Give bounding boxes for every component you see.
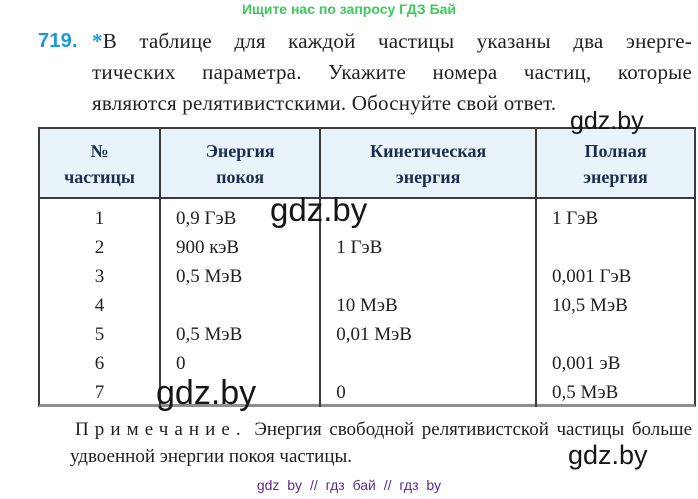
cell-num-6: 6: [94, 353, 105, 374]
column-kinetic-energy: 1 ГэВ 10 МэВ 0,01 МэВ 0: [319, 199, 535, 407]
cell-rest-1: 0,9 ГэВ: [176, 208, 237, 229]
note-paragraph: Примечание. Энергия свободной релятивист…: [70, 416, 692, 470]
cell-rest-2: 900 кэВ: [176, 237, 240, 258]
cell-num-4: 4: [94, 295, 105, 316]
column-full-energy: 1 ГэВ 0,001 ГэВ 10,5 МэВ 0,001 эВ 0,5 Мэ…: [535, 199, 694, 407]
column-rest-energy: 0,9 ГэВ 900 кэВ 0,5 МэВ 0,5 МэВ 0: [159, 199, 319, 407]
header-line: №: [90, 141, 109, 161]
header-line: покоя: [216, 167, 265, 187]
asterisk-mark: *: [92, 29, 103, 53]
cell-full-3: 0,001 ГэВ: [552, 266, 632, 287]
table-header-row: № частицы Энергия покоя Кинетическая эне…: [40, 129, 694, 199]
column-header-kinetic-energy: Кинетическая энергия: [319, 129, 535, 197]
note-text: Энергия свободной релятивистской частицы…: [70, 419, 692, 467]
cell-full-6: 0,001 эВ: [552, 353, 621, 374]
problem-line-1: *В таблице для каждой частицы указаны дв…: [92, 26, 692, 57]
problem-block: 719. *В таблице для каждой частицы указа…: [38, 26, 692, 119]
header-line: Энергия: [205, 141, 275, 161]
cell-kinetic-7: 0: [336, 382, 346, 403]
problem-number: 719.: [38, 30, 78, 52]
watermark-gdz-table-bottom-left: gdz.by: [156, 374, 257, 412]
cell-full-5: [537, 320, 694, 349]
cell-num-3: 3: [94, 266, 105, 287]
particles-table: № частицы Энергия покоя Кинетическая эне…: [38, 127, 696, 407]
cell-rest-6: 0: [176, 353, 186, 374]
problem-line-1-text: В таблице для каждой частицы указаны два…: [102, 29, 692, 53]
problem-text: *В таблице для каждой частицы указаны дв…: [92, 26, 692, 119]
header-line: Полная: [584, 141, 647, 161]
watermark-gdz-note-right: gdz.by: [568, 440, 648, 470]
cell-kinetic-3: [321, 262, 535, 291]
cell-full-7: 0,5 МэВ: [552, 382, 619, 403]
column-header-rest-energy: Энергия покоя: [159, 129, 319, 197]
table-body: 1 2 3 4 5 6 7 0,9 ГэВ 900 кэВ 0,5 МэВ 0,…: [40, 199, 694, 407]
problem-line-2: тических параметра. Укажите номера части…: [92, 60, 692, 84]
watermark-gdz-top-right: gdz.by: [570, 107, 644, 135]
site-banner: Ищите нас по запросу ГДЗ Бай: [241, 1, 457, 17]
cell-rest-4: [161, 291, 319, 320]
header-line: энергия: [583, 167, 648, 187]
cell-full-2: [537, 233, 694, 262]
cell-full-1: 1 ГэВ: [552, 208, 599, 229]
cell-num-5: 5: [94, 324, 105, 345]
column-particle-number: 1 2 3 4 5 6 7: [40, 199, 159, 407]
column-header-particle-number: № частицы: [40, 129, 159, 197]
cell-rest-3: 0,5 МэВ: [176, 266, 243, 287]
cell-kinetic-6: [321, 349, 535, 378]
watermark-gdz-table-middle: gdz.by: [270, 191, 368, 228]
note-label: Примечание.: [75, 419, 247, 440]
cell-kinetic-2: 1 ГэВ: [336, 237, 383, 258]
header-line: энергия: [395, 167, 461, 187]
cell-kinetic-5: 0,01 МэВ: [336, 324, 412, 345]
problem-line-3: являются релятивистскими. Обоснуйте свой…: [92, 91, 557, 115]
cell-kinetic-4: 10 МэВ: [336, 295, 398, 316]
cell-num-7: 7: [94, 382, 105, 403]
cell-num-1: 1: [94, 208, 105, 229]
column-header-full-energy: Полная энергия: [535, 129, 694, 197]
header-line: Кинетическая: [370, 141, 487, 161]
cell-full-4: 10,5 МэВ: [552, 295, 628, 316]
site-footer: gdz by // гдз бай // гдз by: [256, 477, 442, 493]
cell-num-2: 2: [94, 237, 105, 258]
cell-rest-5: 0,5 МэВ: [176, 324, 243, 345]
header-line: частицы: [64, 167, 135, 187]
